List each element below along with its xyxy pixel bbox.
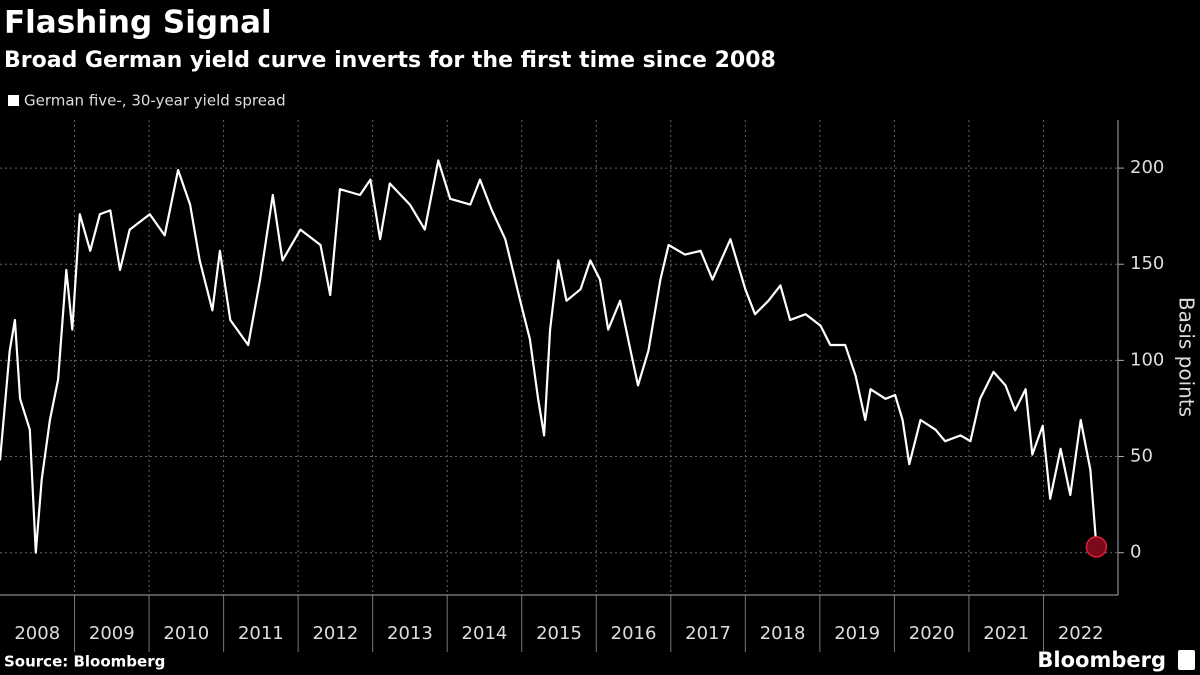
end-marker: [1085, 536, 1108, 558]
series-line: [0, 159, 1098, 554]
x-tick-label: 2017: [685, 623, 731, 644]
y-tick-label: 0: [1130, 542, 1141, 563]
legend-swatch: [8, 95, 19, 106]
x-tick-label: 2015: [536, 623, 582, 644]
x-tick-label: 2021: [983, 623, 1029, 644]
x-tick-label: 2019: [834, 623, 880, 644]
x-tick-label: 2020: [909, 623, 955, 644]
x-tick-label: 2013: [387, 623, 433, 644]
y-tick-label: 200: [1130, 157, 1164, 178]
brand: Bloomberg: [1037, 648, 1166, 672]
y-tick-label: 50: [1130, 446, 1153, 467]
x-tick-label: 2018: [760, 623, 806, 644]
y-tick-label: 150: [1130, 253, 1164, 274]
brand-icon: [1178, 650, 1195, 670]
x-tick-label: 2022: [1058, 623, 1104, 644]
y-axis-label: Basis points: [1175, 297, 1199, 417]
x-tick-label: 2011: [238, 623, 284, 644]
source: Source: Bloomberg: [4, 653, 165, 671]
x-tick-label: 2016: [611, 623, 657, 644]
x-tick-label: 2010: [163, 623, 209, 644]
x-tick-label: 2012: [312, 623, 358, 644]
x-tick-label: 2009: [89, 623, 135, 644]
chart-subtitle: Broad German yield curve inverts for the…: [4, 48, 776, 73]
chart-title: Flashing Signal: [4, 5, 272, 41]
x-tick-label: 2014: [462, 623, 508, 644]
x-tick-label: 2008: [14, 623, 60, 644]
legend-label: German five-, 30-year yield spread: [24, 92, 286, 110]
y-tick-label: 100: [1130, 349, 1164, 370]
